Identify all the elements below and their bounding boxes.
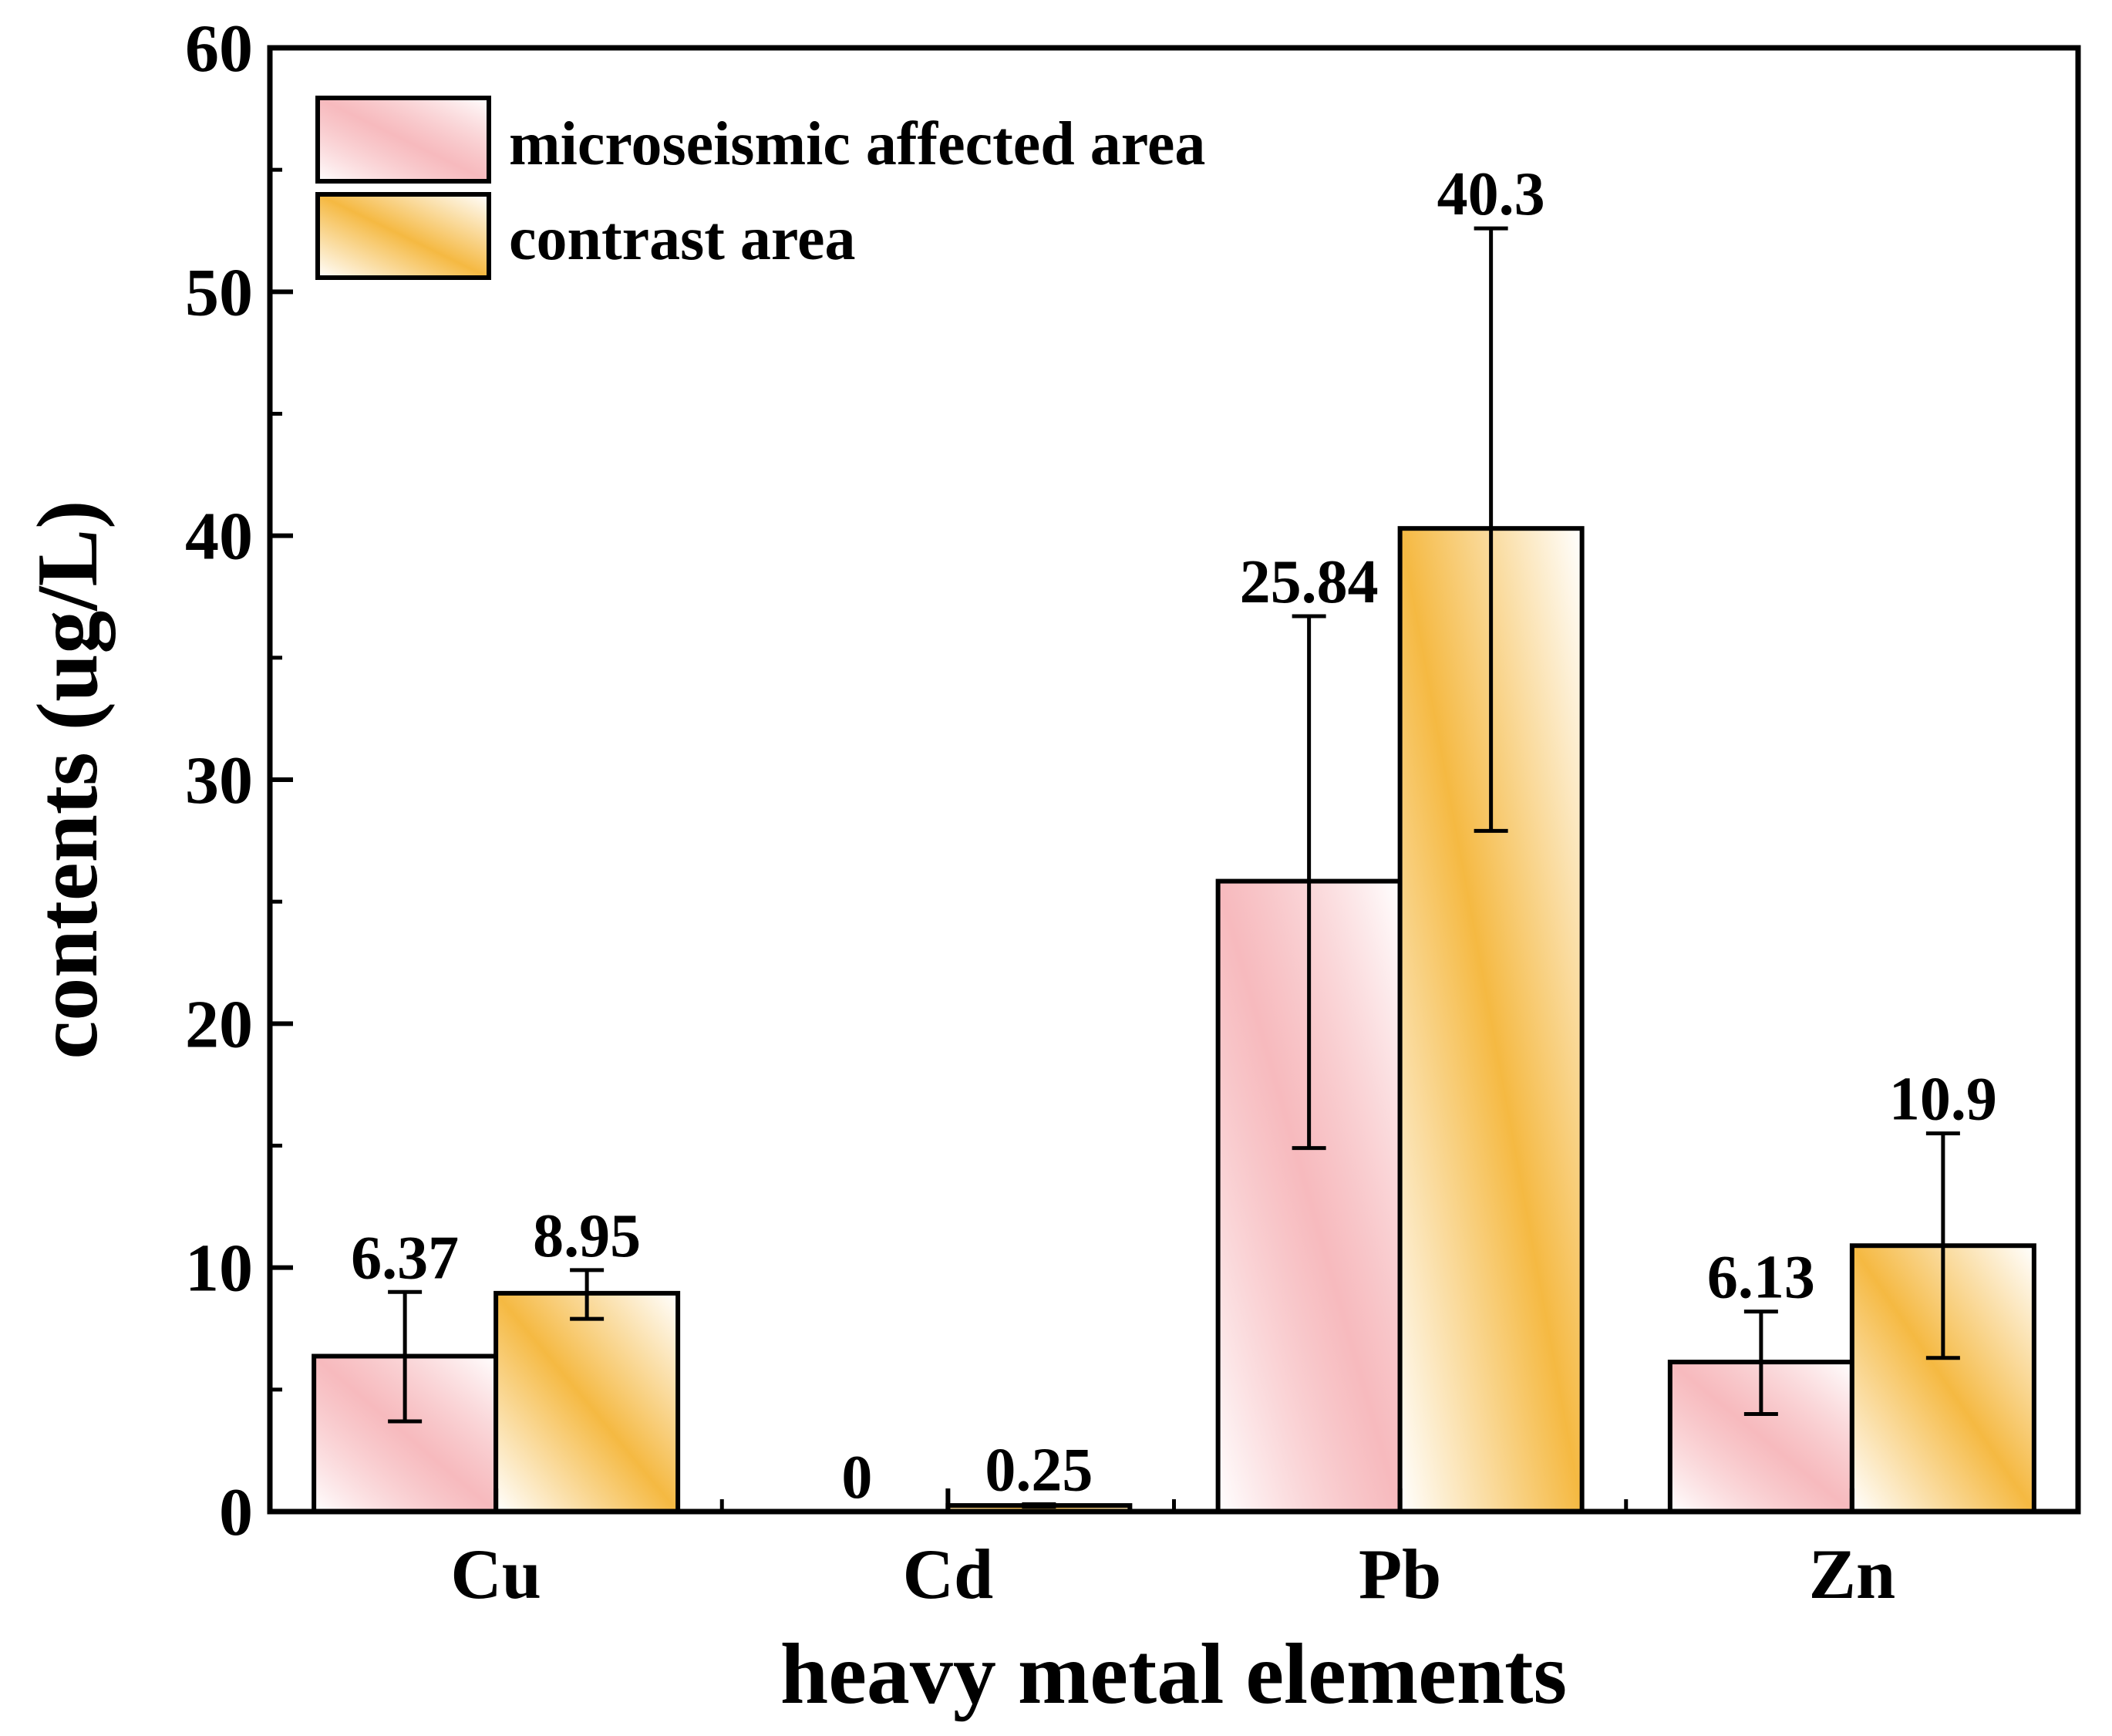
y-tick-label-10: 10 (185, 1232, 253, 1306)
y-tick-label-0: 0 (219, 1475, 253, 1550)
data-label-zn-s1: 10.9 (1889, 1066, 1997, 1134)
y-tick-label-30: 30 (185, 743, 253, 818)
y-tick-label-20: 20 (185, 987, 253, 1062)
legend-swatch-contrast (315, 192, 491, 280)
x-tick-label-cu: Cu (450, 1535, 541, 1613)
data-label-zn-s0: 6.13 (1707, 1244, 1815, 1312)
legend-swatch-microseismic (315, 96, 491, 184)
x-tick-label-pb: Pb (1359, 1535, 1441, 1613)
x-tick-label-cd: Cd (903, 1535, 994, 1613)
x-tick-label-zn: Zn (1809, 1535, 1896, 1613)
data-label-pb-s0: 25.84 (1240, 548, 1379, 616)
legend: microseismic affected area contrast area (315, 96, 1205, 280)
y-tick-label-50: 50 (185, 255, 253, 330)
data-label-pb-s1: 40.3 (1437, 160, 1545, 228)
legend-label-contrast: contrast area (509, 205, 856, 273)
y-axis-title: contents (ug/L) (20, 501, 116, 1060)
y-tick-label-60: 60 (185, 12, 253, 86)
bar-cu-s1 (493, 1290, 681, 1515)
x-axis-title: heavy metal elements (780, 1626, 1567, 1722)
data-label-cd-s1: 0.25 (985, 1437, 1093, 1505)
data-label-cu-s1: 8.95 (533, 1202, 641, 1270)
y-tick-label-40: 40 (185, 500, 253, 575)
data-label-cd-s0: 0 (841, 1444, 872, 1512)
data-label-cu-s0: 6.37 (351, 1224, 459, 1292)
legend-label-microseismic: microseismic affected area (509, 110, 1205, 178)
